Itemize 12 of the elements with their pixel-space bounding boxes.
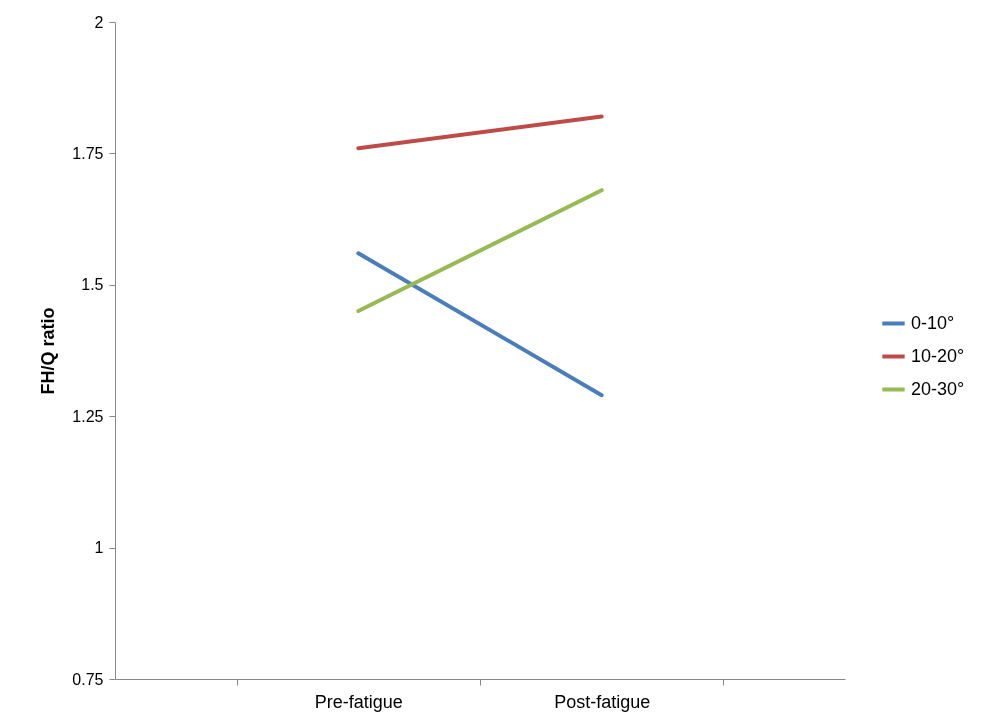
y-tick-label: 1.75 — [72, 144, 104, 162]
y-axis-title: FH/Q ratio — [38, 307, 59, 395]
y-tick-label: 2 — [94, 13, 104, 31]
x-tick-label: Pre-fatigue — [314, 691, 403, 712]
y-tick-label: 0.75 — [72, 670, 104, 688]
legend-label: 0-10° — [911, 312, 955, 333]
legend-label: 10-20° — [911, 345, 965, 366]
y-tick-label: 1.5 — [81, 276, 104, 294]
legend-label: 20-30° — [911, 378, 965, 399]
y-tick-label: 1.25 — [72, 407, 104, 425]
x-tick-label: Post-fatigue — [554, 691, 651, 712]
y-tick-label: 1 — [94, 539, 104, 557]
